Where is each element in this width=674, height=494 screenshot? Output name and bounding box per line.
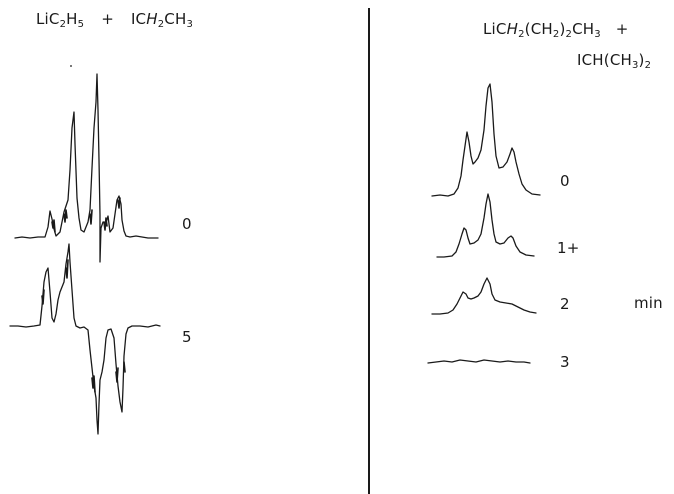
right-reaction-title-line2: ICH(CH3)2	[577, 51, 652, 71]
left-time-label-5: 5	[182, 328, 192, 346]
left-spectrum-0-noise	[51, 197, 121, 233]
right-time-label-1plus: 1+	[557, 239, 580, 257]
left-plus-sign: +	[101, 10, 114, 28]
right-spectrum-1plus	[436, 193, 535, 258]
right-reaction-title-line1: LiCH2(CH2)2CH3 +	[483, 20, 629, 40]
time-unit-label: min	[634, 294, 663, 312]
right-spectrum-0	[431, 83, 541, 197]
left-spectrum-5	[9, 243, 161, 435]
left-spectrum-5-noise	[41, 259, 126, 393]
left-reaction-title: LiC2H5 + ICH2CH3	[36, 10, 194, 30]
panel-divider	[368, 8, 370, 494]
left-spectrum-0	[14, 73, 159, 263]
right-plus-sign: +	[615, 20, 629, 38]
right-spectrum-3	[427, 359, 531, 364]
right-time-label-3: 3	[560, 353, 570, 371]
left-time-label-0: 0	[182, 215, 192, 233]
right-spectrum-2	[431, 277, 537, 315]
right-time-label-2: 2	[560, 295, 570, 313]
stray-dot	[70, 65, 72, 67]
right-time-label-0: 0	[560, 172, 570, 190]
